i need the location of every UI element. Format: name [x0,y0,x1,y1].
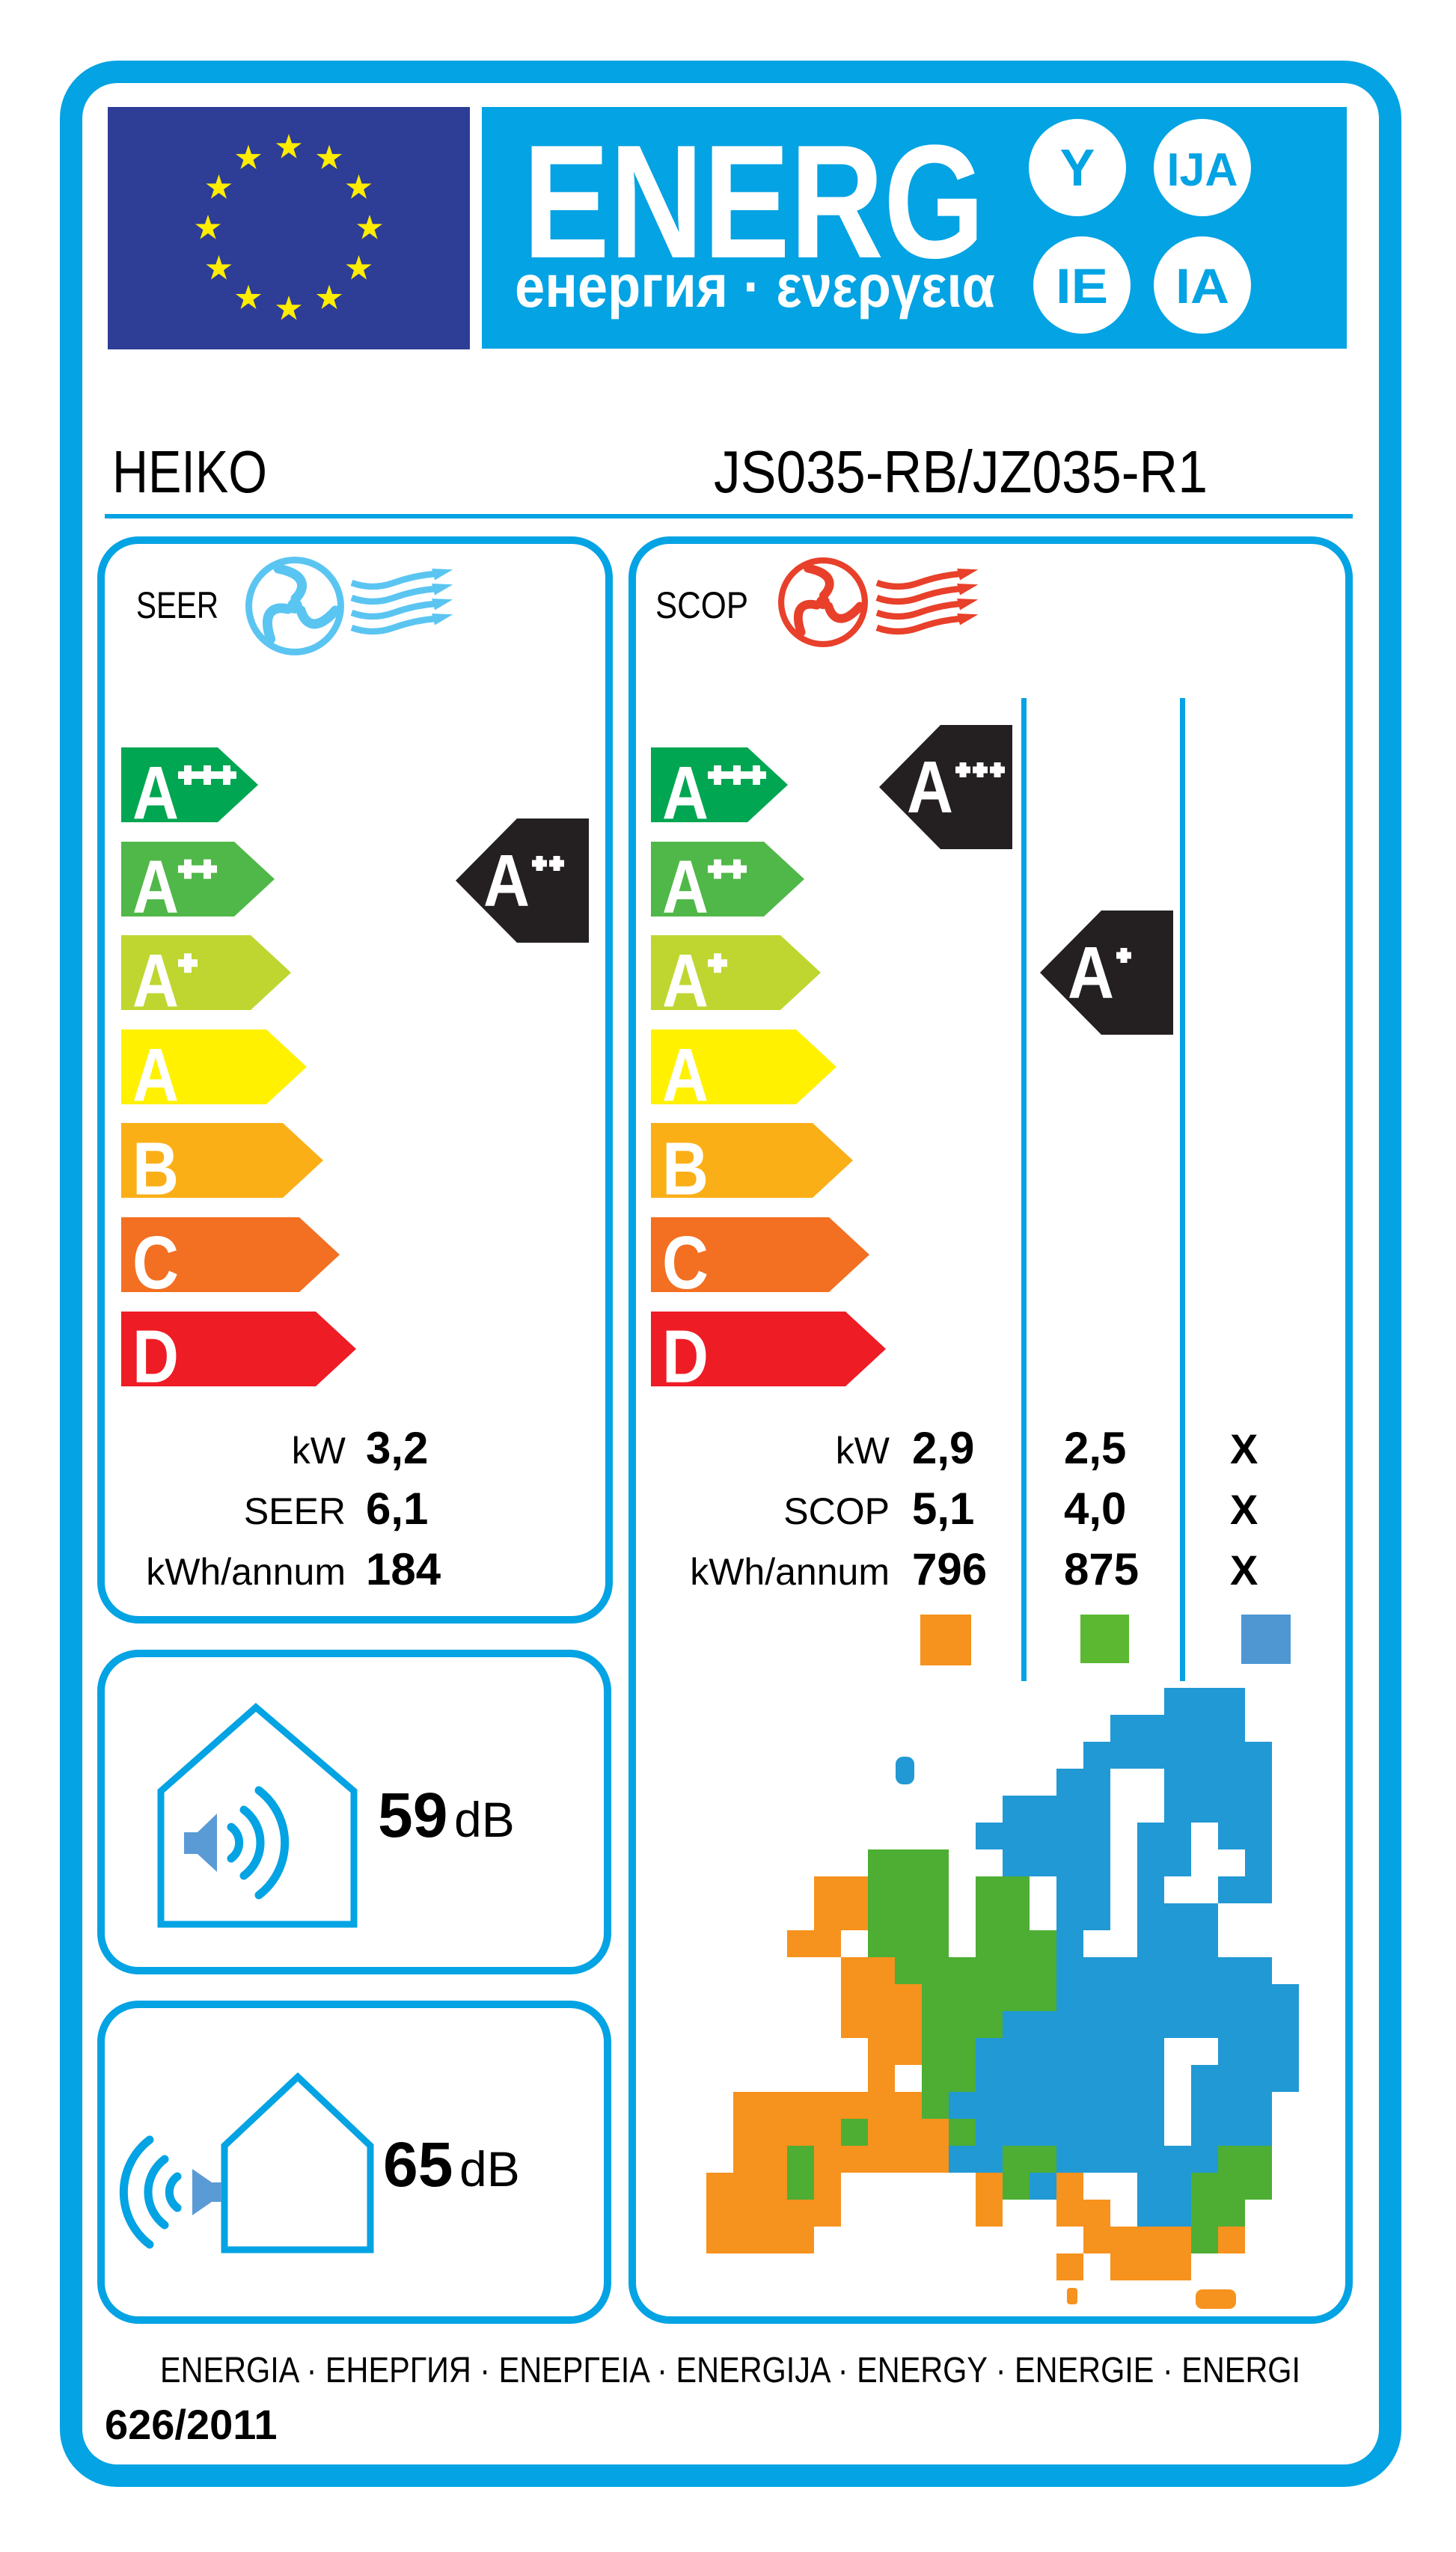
svg-text:6,1: 6,1 [366,1484,428,1534]
svg-text:dB: dB [454,1792,515,1847]
svg-text:65: 65 [383,2129,453,2200]
svg-text:A: A [132,845,179,929]
svg-text:4,0: 4,0 [1064,1484,1126,1534]
svg-text:C: C [132,1221,179,1305]
svg-text:B: B [132,1127,179,1211]
svg-text:C: C [662,1221,709,1305]
svg-text:SEER: SEER [136,584,218,626]
svg-text:dB: dB [459,2141,520,2197]
svg-text:IJA: IJA [1167,144,1238,196]
svg-text:A: A [662,751,709,835]
svg-text:A: A [662,1033,709,1117]
svg-text:X: X [1230,1486,1258,1533]
svg-text:A: A [483,839,530,922]
svg-text:3,2: 3,2 [366,1423,428,1473]
svg-text:A: A [662,845,709,929]
svg-text:IE: IE [1056,258,1108,313]
svg-text:kWh/annum: kWh/annum [146,1551,346,1593]
svg-text:SEER: SEER [244,1490,346,1532]
svg-text:енергия · ενεργεια: енергия · ενεργεια [515,253,995,319]
svg-text:IA: IA [1175,258,1229,313]
svg-text:A: A [662,939,709,1023]
svg-text:ENERGIA · ЕНЕРГИЯ · ΕΝΕΡΓΕΙΑ ·: ENERGIA · ЕНЕРГИЯ · ΕΝΕΡΓΕΙΑ · ENERGIJA … [160,2351,1300,2390]
svg-text:A: A [132,939,179,1023]
svg-text:X: X [1230,1425,1258,1472]
svg-text:875: 875 [1064,1544,1139,1594]
svg-text:5,1: 5,1 [912,1484,974,1534]
svg-text:D: D [662,1315,709,1399]
svg-text:JS035-RB/JZ035-R1: JS035-RB/JZ035-R1 [714,438,1208,505]
svg-text:2,5: 2,5 [1064,1423,1126,1473]
svg-text:kW: kW [292,1430,346,1472]
svg-text:A: A [907,746,953,828]
svg-text:SCOP: SCOP [783,1490,890,1532]
svg-text:796: 796 [912,1544,987,1594]
svg-text:A: A [132,1033,179,1117]
svg-text:HEIKO: HEIKO [112,438,267,505]
svg-text:Y: Y [1060,138,1095,197]
svg-text:A: A [132,751,179,835]
svg-text:kW: kW [836,1430,890,1472]
svg-text:kWh/annum: kWh/annum [690,1551,890,1593]
svg-text:SCOP: SCOP [655,584,748,626]
svg-text:184: 184 [366,1544,441,1594]
svg-text:626/2011: 626/2011 [105,2401,277,2448]
svg-text:B: B [662,1127,709,1211]
svg-text:A: A [1068,931,1114,1014]
svg-text:2,9: 2,9 [912,1423,974,1473]
svg-text:ENERG: ENERG [523,111,985,292]
svg-text:59: 59 [378,1780,447,1850]
svg-text:X: X [1230,1546,1258,1594]
svg-text:D: D [132,1315,179,1399]
